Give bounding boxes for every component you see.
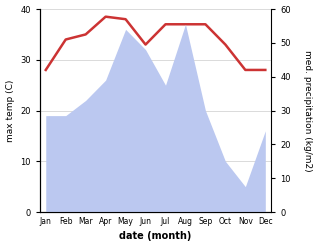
Y-axis label: max temp (C): max temp (C): [5, 79, 15, 142]
Y-axis label: med. precipitation (kg/m2): med. precipitation (kg/m2): [303, 50, 313, 171]
X-axis label: date (month): date (month): [119, 231, 192, 242]
